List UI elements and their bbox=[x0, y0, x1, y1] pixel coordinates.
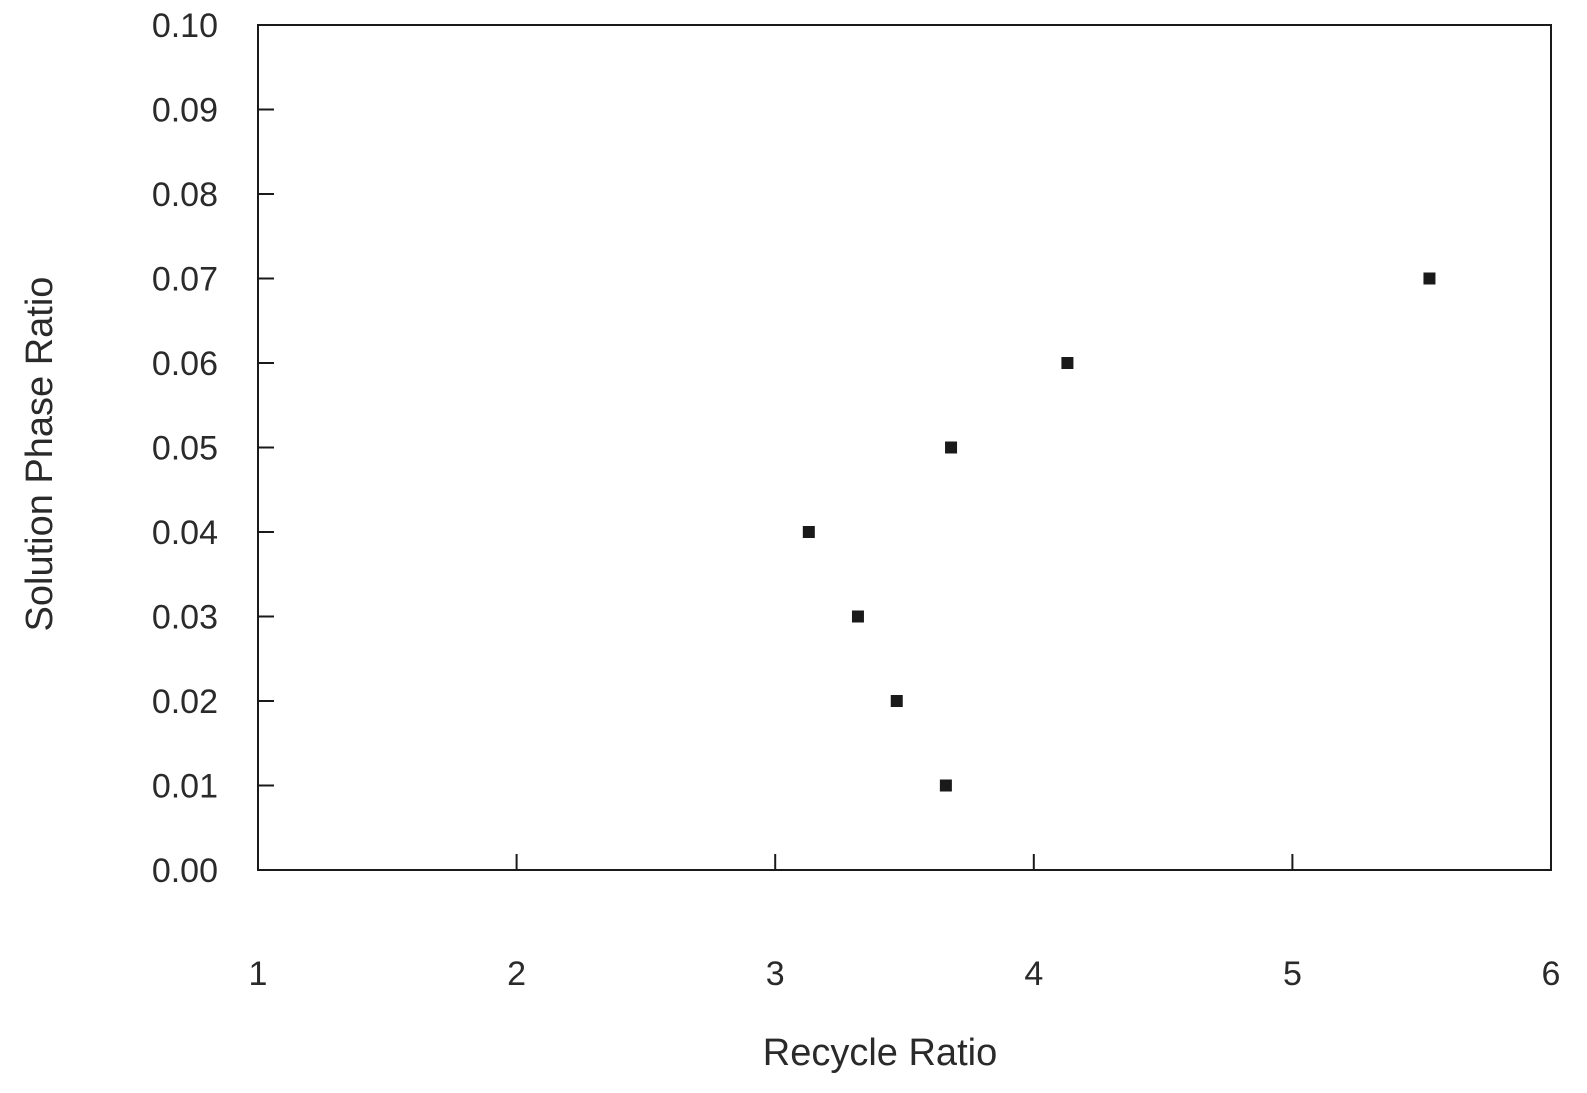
x-tick-label: 3 bbox=[766, 955, 785, 993]
plot-frame bbox=[257, 24, 1552, 871]
x-axis-ticks: 1 2 3 4 5 6 bbox=[249, 854, 1561, 993]
x-tick-label: 4 bbox=[1024, 955, 1043, 993]
data-point bbox=[945, 441, 958, 454]
y-tick-label: 0.01 bbox=[152, 768, 218, 806]
y-tick-label: 0.09 bbox=[152, 92, 218, 130]
data-point bbox=[1061, 357, 1074, 369]
x-tick-label: 1 bbox=[249, 955, 268, 993]
x-tick-label: 5 bbox=[1283, 955, 1302, 993]
y-tick-label: 0.07 bbox=[152, 261, 218, 299]
y-axis-ticks: 0.00 0.01 0.02 0.03 0.04 0.05 0.06 0.07 0.08 0.09… bbox=[152, 7, 274, 890]
y-tick-label: 0.10 bbox=[152, 7, 218, 45]
y-tick-label: 0.02 bbox=[152, 683, 218, 721]
data-points bbox=[802, 272, 1436, 792]
y-tick-label: 0.08 bbox=[152, 176, 218, 214]
data-point bbox=[890, 695, 903, 707]
x-tick-label: 2 bbox=[507, 955, 526, 993]
data-point bbox=[851, 610, 864, 623]
y-tick-label: 0.03 bbox=[152, 599, 218, 637]
y-axis-title: Solution Phase Ratio bbox=[19, 277, 61, 632]
data-point bbox=[1423, 272, 1436, 285]
data-point bbox=[939, 779, 952, 792]
data-point bbox=[802, 526, 815, 538]
y-tick-label: 0.05 bbox=[152, 430, 218, 468]
y-tick-label: 0.00 bbox=[152, 852, 218, 890]
x-tick-label: 6 bbox=[1542, 955, 1561, 993]
y-tick-label: 0.04 bbox=[152, 514, 218, 552]
y-tick-label: 0.06 bbox=[152, 345, 218, 383]
x-axis-title: Recycle Ratio bbox=[763, 1032, 997, 1074]
